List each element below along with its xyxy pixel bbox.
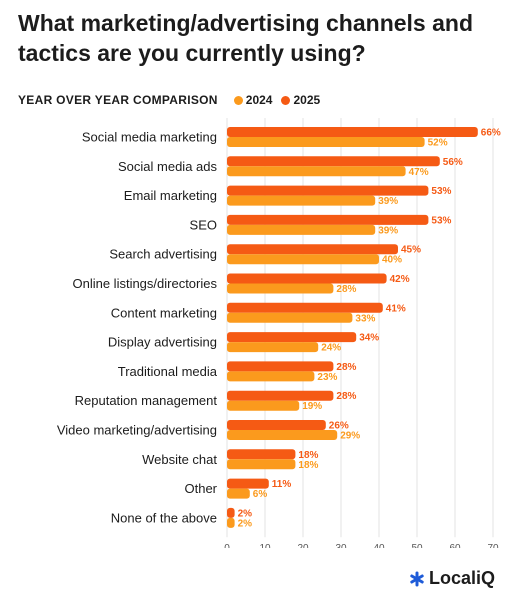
bar-2024 <box>227 488 250 499</box>
legend-item-2025: 2025 <box>281 93 320 107</box>
bar-2025 <box>227 361 334 372</box>
logo-text: LocaliQ <box>429 568 496 588</box>
legend-dot-2024 <box>233 95 243 105</box>
bar-2024 <box>227 254 379 265</box>
data-label-2025: 41% <box>386 303 406 314</box>
category-label: Website chat <box>142 452 217 467</box>
data-label-2025: 2% <box>238 508 253 519</box>
category-label: Reputation management <box>75 393 218 408</box>
bar-2025 <box>227 390 334 401</box>
legend-item-2024: 2024 <box>233 93 273 107</box>
bar-2025 <box>227 156 440 167</box>
data-label-2025: 18% <box>298 450 318 461</box>
data-label-2025: 53% <box>431 215 451 226</box>
bar-2024 <box>227 283 334 294</box>
brand-logo: LocaliQ <box>409 568 495 589</box>
x-tick-label-70: 70 <box>487 543 499 548</box>
data-label-2025: 11% <box>272 479 292 490</box>
legend-label-2025: 2025 <box>293 93 321 107</box>
data-label-2024: 28% <box>336 284 356 295</box>
bar-2024 <box>227 137 425 147</box>
data-label-2025: 45% <box>401 245 421 256</box>
bar-2025 <box>227 332 357 343</box>
category-label: Email marketing <box>124 188 217 203</box>
category-label: Other <box>184 481 217 496</box>
data-label-2025: 28% <box>336 391 356 402</box>
bar-2024 <box>227 517 235 528</box>
category-label: Video marketing/advertising <box>57 423 217 438</box>
category-label: SEO <box>190 217 217 232</box>
legend: YEAR OVER YEAR COMPARISON 2024 2025 <box>18 93 329 107</box>
chart-title: What marketing/advertising channels and … <box>18 10 473 66</box>
data-label-2024: 2% <box>238 518 253 529</box>
data-label-2024: 47% <box>409 167 429 178</box>
bar-2025 <box>227 507 235 518</box>
bar-2024 <box>227 400 300 411</box>
category-label: Social media ads <box>118 159 217 174</box>
data-label-2025: 34% <box>359 333 379 344</box>
data-label-2024: 18% <box>298 460 318 471</box>
x-tick-label-20: 20 <box>297 543 309 548</box>
bar-2025 <box>227 449 296 460</box>
category-label: None of the above <box>111 510 217 525</box>
data-label-2024: 39% <box>378 196 398 207</box>
data-label-2025: 56% <box>443 157 463 168</box>
bar-2025 <box>227 127 478 137</box>
data-label-2024: 39% <box>378 225 398 236</box>
x-tick-label-30: 30 <box>335 543 347 548</box>
x-tick-label-50: 50 <box>411 543 423 548</box>
asterisk-logo-icon <box>410 571 424 586</box>
data-label-2024: 33% <box>355 313 375 324</box>
data-label-2025: 28% <box>336 362 356 373</box>
data-label-2024: 40% <box>382 255 402 266</box>
bar-2024 <box>227 224 376 235</box>
data-label-2025: 26% <box>329 421 349 432</box>
category-label: Display advertising <box>108 335 217 350</box>
bar-2024 <box>227 195 376 206</box>
data-label-2025: 53% <box>431 186 451 197</box>
legend-dot-2025 <box>281 95 291 105</box>
bar-2025 <box>227 302 383 313</box>
bar-2025 <box>227 478 269 489</box>
legend-label-2024: 2024 <box>245 93 273 107</box>
bar-2024 <box>227 166 406 177</box>
category-label: Traditional media <box>118 364 218 379</box>
data-label-2024: 19% <box>302 401 322 412</box>
bar-2025 <box>227 214 429 225</box>
bar-2025 <box>227 185 429 196</box>
data-label-2024: 24% <box>321 343 341 354</box>
x-tick-label-40: 40 <box>373 543 385 548</box>
bar-2024 <box>227 371 315 382</box>
bar-2024 <box>227 342 319 353</box>
bar-2024 <box>227 430 338 440</box>
data-label-2024: 29% <box>340 431 360 442</box>
data-label-2025: 42% <box>390 274 410 285</box>
data-label-2024: 52% <box>428 138 448 149</box>
legend-title: YEAR OVER YEAR COMPARISON <box>18 93 218 107</box>
bar-2025 <box>227 244 398 255</box>
bar-2024 <box>227 312 353 323</box>
category-label: Search advertising <box>109 247 217 262</box>
bar-2025 <box>227 420 326 430</box>
bar-2025 <box>227 273 387 284</box>
category-label: Social media marketing <box>82 130 217 145</box>
bar-2024 <box>227 459 296 470</box>
data-label-2024: 23% <box>317 372 337 383</box>
x-tick-label-0: 0 <box>224 543 230 548</box>
category-label: Online listings/directories <box>72 276 217 291</box>
bar-chart: 0 10 20 30 40 50 60 70 Social media marketing 66%… <box>57 118 501 548</box>
category-label: Content marketing <box>111 305 217 320</box>
data-label-2025: 66% <box>481 128 501 139</box>
data-label-2024: 6% <box>253 489 268 500</box>
x-tick-label-60: 60 <box>449 543 461 548</box>
x-tick-label-10: 10 <box>259 543 271 548</box>
